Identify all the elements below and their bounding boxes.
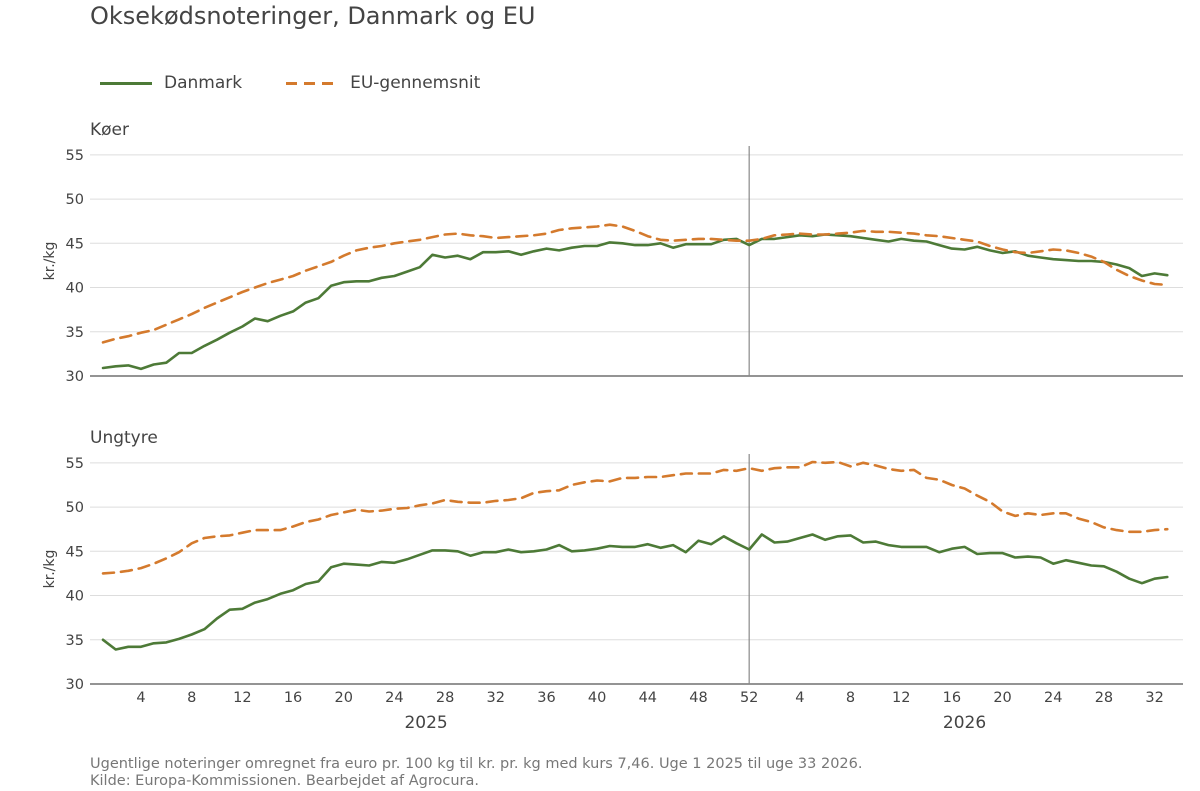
legend-swatch-danmark — [100, 81, 152, 85]
chart-legend: Danmark EU-gennemsnit — [100, 70, 524, 96]
x-tick-label: 8 — [846, 690, 855, 706]
y-tick-label: 45 — [66, 236, 84, 252]
y-tick-label: 50 — [66, 500, 84, 516]
x-tick-label: 32 — [1145, 690, 1163, 706]
x-tick-label: 52 — [740, 690, 758, 706]
x-tick-label: 20 — [993, 690, 1011, 706]
chart-note-conversion: Ugentlige noteringer omregnet fra euro p… — [90, 756, 863, 772]
x-tick-label: 28 — [436, 690, 454, 706]
y-tick-label: 30 — [66, 677, 84, 693]
x-tick-label: 24 — [1044, 690, 1062, 706]
y-tick-label: 35 — [66, 633, 84, 649]
x-tick-label: 48 — [689, 690, 707, 706]
y-tick-label: 45 — [66, 544, 84, 560]
x-tick-label: 16 — [284, 690, 302, 706]
chart-note-source: Kilde: Europa-Kommissionen. Bearbejdet a… — [90, 773, 479, 789]
legend-item-eu-gennemsnit[interactable]: EU-gennemsnit — [286, 73, 480, 93]
x-tick-label: 28 — [1095, 690, 1113, 706]
x-tick-label: 4 — [795, 690, 804, 706]
panel-koeer: Køer 30 35 40 45 50 55 kr./kg — [42, 120, 1183, 385]
legend-item-danmark[interactable]: Danmark — [100, 73, 242, 93]
y-tick-label: 50 — [66, 192, 84, 208]
x-axis-ticks: 4 8 12 16 20 24 28 32 36 40 44 48 52 4 8 12 16 20 24 28 3220… — [136, 690, 1163, 733]
year-label-2026: 2026 — [943, 713, 986, 733]
legend-swatch-eu-gennemsnit — [286, 81, 339, 85]
series-line-danmark-koeer[interactable] — [101, 233, 1169, 371]
chart-source-notes: Ugentlige noteringer omregnet fra euro p… — [90, 756, 863, 790]
series-line-eu-gennemsnit-koeer[interactable] — [101, 223, 1169, 344]
x-tick-label: 36 — [537, 690, 555, 706]
y-tick-label: 55 — [66, 456, 84, 472]
x-tick-label: 20 — [335, 690, 353, 706]
y-tick-label: 30 — [66, 369, 84, 385]
series-line-eu-gennemsnit-ungtyre[interactable] — [101, 460, 1169, 575]
y-tick-label: 40 — [66, 589, 84, 605]
y-tick-label: 35 — [66, 325, 84, 341]
x-tick-label: 12 — [892, 690, 910, 706]
y-axis-label: kr./kg — [42, 550, 58, 589]
x-tick-label: 12 — [233, 690, 251, 706]
chart-title: Oksekødsnoteringer, Danmark og EU — [90, 2, 536, 30]
panel-title-koeer: Køer — [90, 120, 129, 140]
x-tick-label: 4 — [136, 690, 145, 706]
legend-label-eu-gennemsnit: EU-gennemsnit — [350, 73, 481, 93]
x-tick-label: 24 — [385, 690, 403, 706]
x-tick-label: 44 — [639, 690, 657, 706]
y-axis-label: kr./kg — [42, 242, 58, 281]
x-tick-label: 32 — [487, 690, 505, 706]
legend-label-danmark: Danmark — [164, 73, 243, 93]
panel-ungtyre: Ungtyre 30 35 40 45 50 55 kr./kg — [42, 428, 1183, 693]
series-line-danmark-ungtyre[interactable] — [101, 533, 1169, 651]
panel-title-ungtyre: Ungtyre — [90, 428, 158, 448]
year-label-2025: 2025 — [404, 713, 447, 733]
y-tick-label: 55 — [66, 148, 84, 164]
x-tick-label: 40 — [588, 690, 606, 706]
y-tick-label: 40 — [66, 281, 84, 297]
x-tick-label: 16 — [943, 690, 961, 706]
x-tick-label: 8 — [187, 690, 196, 706]
